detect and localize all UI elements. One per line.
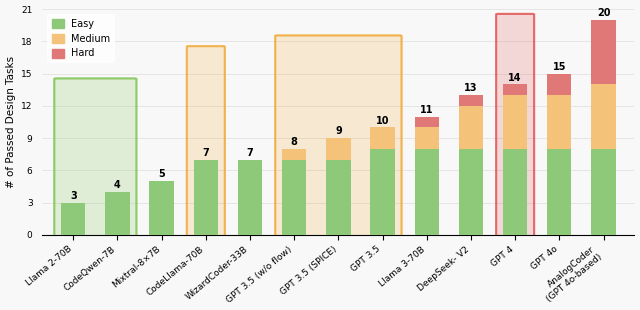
- Bar: [459, 149, 483, 235]
- Bar: [459, 106, 483, 149]
- Text: 8: 8: [291, 137, 298, 147]
- Bar: [326, 138, 351, 160]
- Text: 7: 7: [246, 148, 253, 158]
- Text: 15: 15: [552, 62, 566, 72]
- Bar: [282, 160, 307, 235]
- Y-axis label: # of Passed Design Tasks: # of Passed Design Tasks: [6, 56, 15, 188]
- Bar: [371, 149, 395, 235]
- Text: 11: 11: [420, 105, 433, 115]
- Text: 20: 20: [596, 8, 611, 18]
- FancyBboxPatch shape: [275, 35, 401, 237]
- Bar: [238, 160, 262, 235]
- Text: 3: 3: [70, 191, 77, 201]
- Bar: [591, 20, 616, 84]
- Bar: [547, 95, 572, 149]
- Bar: [459, 95, 483, 106]
- Bar: [503, 95, 527, 149]
- Bar: [503, 149, 527, 235]
- Bar: [282, 149, 307, 160]
- FancyBboxPatch shape: [187, 46, 225, 237]
- Bar: [61, 203, 85, 235]
- FancyBboxPatch shape: [496, 14, 534, 237]
- Bar: [547, 149, 572, 235]
- Bar: [371, 127, 395, 149]
- Bar: [326, 160, 351, 235]
- Bar: [591, 84, 616, 149]
- Bar: [194, 160, 218, 235]
- Bar: [415, 127, 439, 149]
- FancyBboxPatch shape: [54, 78, 136, 237]
- Bar: [415, 117, 439, 127]
- Bar: [415, 149, 439, 235]
- Text: 14: 14: [508, 73, 522, 83]
- Text: 10: 10: [376, 116, 389, 126]
- Bar: [547, 73, 572, 95]
- Bar: [150, 181, 174, 235]
- Text: 9: 9: [335, 126, 342, 136]
- Bar: [503, 84, 527, 95]
- Text: 4: 4: [114, 180, 121, 190]
- Bar: [106, 192, 130, 235]
- Legend: Easy, Medium, Hard: Easy, Medium, Hard: [47, 14, 115, 63]
- Text: 7: 7: [202, 148, 209, 158]
- Text: 5: 5: [158, 170, 165, 179]
- Text: 13: 13: [464, 83, 477, 94]
- Bar: [591, 149, 616, 235]
